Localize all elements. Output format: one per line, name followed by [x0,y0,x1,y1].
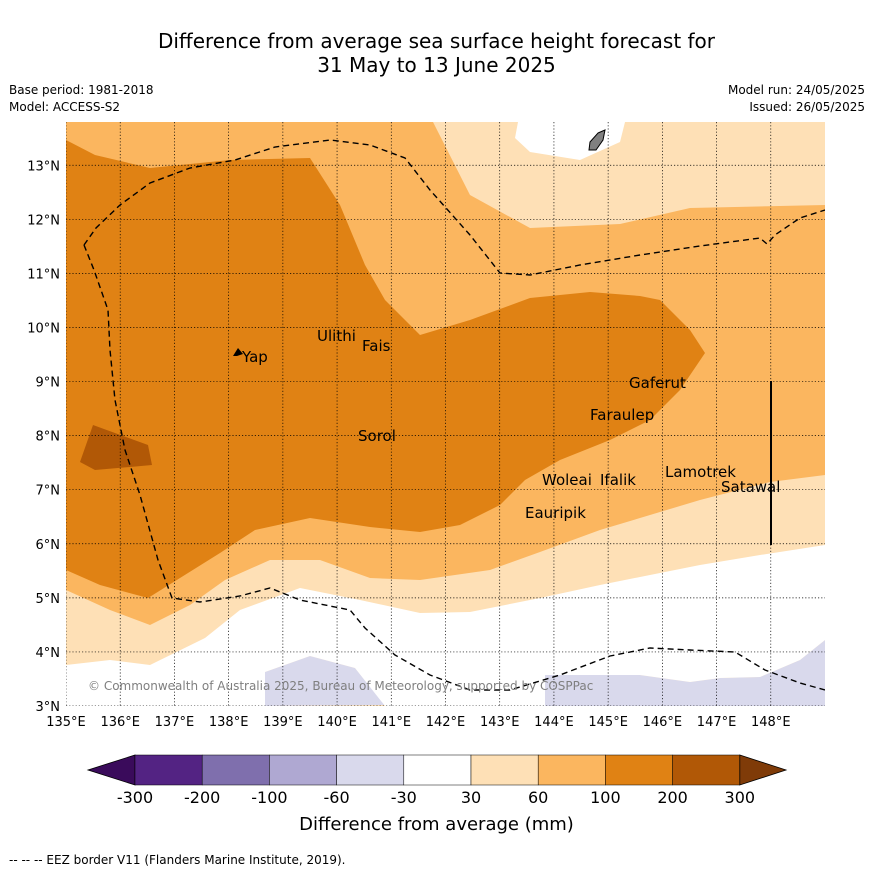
place-satawal: Satawal [721,478,780,496]
anomaly-contours [66,122,825,706]
lon-tick-label: 143°E [480,715,520,730]
eez-border [83,139,825,691]
lon-tick-label: 135°E [46,715,86,730]
colorbar-swatch [470,754,539,786]
band-white-north [515,122,625,160]
guam-island [588,129,606,151]
place-labels: Yap Ulithi Fais Gaferut Faraulep Sorol L… [241,327,780,522]
colorbar-swatch [201,754,270,786]
colorbar-swatch [537,754,606,786]
place-sorol: Sorol [358,427,396,445]
colorbar-tick-label: -60 [323,788,350,807]
colorbar-swatch [134,754,203,786]
colorbar [86,754,788,786]
lon-tick-label: 148°E [751,715,791,730]
band-100-200 [66,122,705,598]
lat-tick-label: 7°N [36,484,61,499]
lat-tick-label: 10°N [27,321,60,336]
lat-tick-label: 9°N [36,376,61,391]
lat-tick-label: 13°N [27,159,60,174]
lon-tick-label: 138°E [209,715,249,730]
place-ulithi: Ulithi [317,327,356,345]
colorbar-tick-label: 300 [724,788,756,807]
colorbar-tick-label: 100 [590,788,621,807]
colorbar-title: Difference from average (mm) [299,814,574,835]
colorbar-tick-label: 60 [528,788,549,807]
lat-tick-label: 3°N [36,700,61,715]
lon-tick-label: 137°E [155,715,195,730]
lon-tick-label: 146°E [643,715,683,730]
model-run: Model run: 24/05/2025 [727,83,865,97]
yap-island [233,348,243,356]
band-200-300 [80,425,152,470]
colorbar-extend-high [739,754,788,786]
place-eauripik: Eauripik [525,504,586,522]
lon-tick-label: 140°E [317,715,357,730]
lat-tick-label: 12°N [27,213,60,228]
lat-tick-label: 6°N [36,538,61,553]
eez-footnote: -- -- -- EEZ border V11 (Flanders Marine… [9,853,346,867]
lat-tick-label: 5°N [36,592,61,607]
colorbar-tick-label: -30 [390,788,417,807]
lat-tick-label: 11°N [27,267,60,282]
band-neg-30-60-west [265,656,385,706]
lon-tick-label: 147°E [697,715,737,730]
colorbar-tick-label: 200 [657,788,688,807]
colorbar-extend-low [86,754,136,786]
axis-labels: 135°E 136°E 137°E 138°E 139°E 140°E 141°E 142°E… [27,159,790,730]
chart-title-line1: Difference from average sea surface heig… [157,29,716,53]
colorbar-tick-label: -100 [251,788,288,807]
lon-tick-label: 136°E [100,715,140,730]
colorbar-tick-label: -200 [184,788,221,807]
lat-tick-label: 4°N [36,646,61,661]
place-fais: Fais [362,337,391,355]
colorbar-swatch [605,754,673,786]
colorbar-swatch [336,754,405,786]
base-period: Base period: 1981-2018 [9,83,154,97]
copyright-notice: © Commonwealth of Australia 2025, Bureau… [88,679,593,693]
colorbar-swatch [403,754,472,786]
colorbar-swatch [672,754,741,786]
lon-tick-label: 144°E [534,715,574,730]
lon-tick-label: 145°E [588,715,628,730]
colorbar-swatch [269,754,337,786]
gridlines [66,122,825,706]
lon-tick-label: 141°E [372,715,412,730]
lon-tick-label: 142°E [426,715,466,730]
issued-date: Issued: 26/05/2025 [749,100,865,114]
chart-title-line2: 31 May to 13 June 2025 [317,53,556,77]
lat-tick-label: 8°N [36,430,61,445]
place-ifalik: Ifalik [600,471,636,489]
place-gaferut: Gaferut [629,374,686,392]
colorbar-tick-label: -300 [116,788,154,807]
lon-tick-label: 139°E [263,715,303,730]
place-faraulep: Faraulep [590,406,654,424]
band-neg-30-60-east [545,640,825,706]
colorbar-tick-label: 30 [460,788,482,807]
place-woleai: Woleai [542,471,592,489]
place-lamotrek: Lamotrek [665,463,736,481]
place-yap: Yap [241,348,268,366]
model-name: Model: ACCESS-S2 [9,100,121,114]
